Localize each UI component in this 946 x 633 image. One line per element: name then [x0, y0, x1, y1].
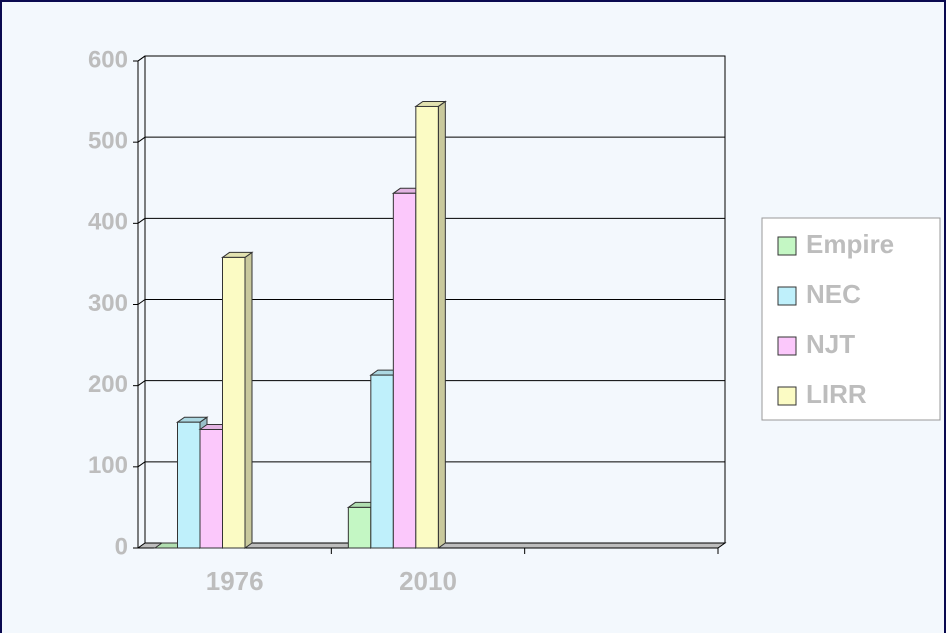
y-tick-label: 100 — [88, 452, 128, 479]
x-tick-label: 2010 — [399, 566, 457, 596]
bar — [414, 100, 447, 549]
legend-label: LIRR — [806, 379, 867, 409]
legend-label: NEC — [806, 279, 861, 309]
bar-side — [437, 100, 446, 549]
bar-front — [222, 256, 246, 549]
grid-line — [137, 299, 146, 305]
legend-swatch — [777, 386, 797, 406]
y-tick-label: 600 — [88, 46, 128, 73]
legend-label: Empire — [806, 229, 894, 259]
bar-front — [177, 421, 201, 549]
grid-line — [137, 136, 146, 143]
grid-line — [137, 55, 146, 62]
bar-front — [370, 374, 394, 549]
y-tick-label: 500 — [88, 128, 128, 155]
legend-swatch — [777, 336, 797, 356]
legend-swatch — [777, 286, 797, 306]
bar-front — [392, 192, 417, 549]
legend-swatch — [777, 236, 797, 256]
bar — [220, 251, 254, 549]
bar-front — [199, 428, 223, 549]
x-tick-label: 1976 — [206, 566, 264, 596]
legend-label: NJT — [806, 329, 855, 359]
grid-line — [137, 461, 146, 468]
y-tick-label: 300 — [88, 290, 128, 317]
bar-side — [244, 251, 253, 549]
y-tick-label: 0 — [115, 533, 128, 560]
bar-front — [347, 506, 372, 549]
grid-line — [137, 217, 146, 224]
grid-line — [137, 380, 146, 387]
bar-front — [415, 105, 439, 549]
y-tick-label: 400 — [88, 209, 128, 236]
y-tick-label: 200 — [88, 371, 128, 398]
